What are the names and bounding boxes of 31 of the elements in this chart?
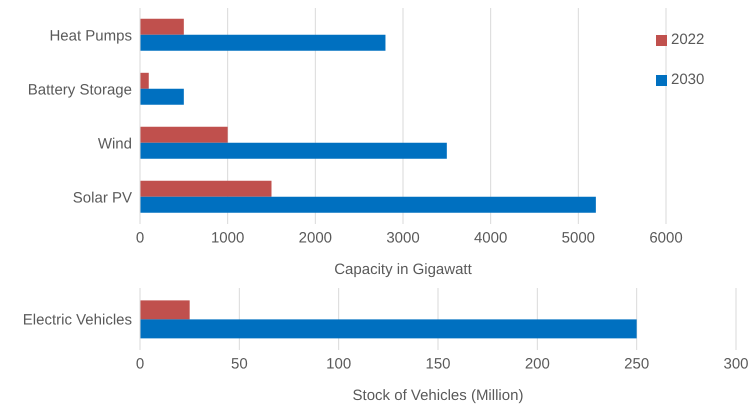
x-tick-label: 150 [425,356,451,373]
bar [140,88,184,105]
x-axis-title: Capacity in Gigawatt [334,261,473,278]
x-tick-label: 0 [136,356,144,373]
legend-label: 2030 [671,71,704,88]
y-tick-label: Wind [98,135,132,152]
y-tick-label: Heat Pumps [49,27,132,44]
bar [140,196,596,213]
bar [140,142,447,159]
bar [140,180,272,197]
x-tick-label: 3000 [386,230,420,247]
x-tick-label: 100 [326,356,352,373]
y-tick-label: Battery Storage [28,81,132,98]
x-tick-label: 2000 [298,230,332,247]
legend-label: 2022 [671,31,704,48]
x-tick-label: 4000 [474,230,508,247]
y-tick-label: Electric Vehicles [22,311,132,328]
bar [140,34,386,51]
x-tick-label: 5000 [562,230,596,247]
y-tick-label: Solar PV [72,189,132,206]
bar [140,18,184,35]
bar [140,126,228,143]
x-tick-label: 1000 [210,230,244,247]
x-tick-label: 300 [723,356,749,373]
x-tick-label: 200 [524,356,550,373]
bar [140,72,149,89]
x-axis-title: Stock of Vehicles (Million) [352,387,524,404]
x-tick-label: 0 [136,230,144,247]
x-tick-label: 6000 [649,230,683,247]
x-tick-label: 250 [624,356,650,373]
x-tick-label: 50 [230,356,248,373]
